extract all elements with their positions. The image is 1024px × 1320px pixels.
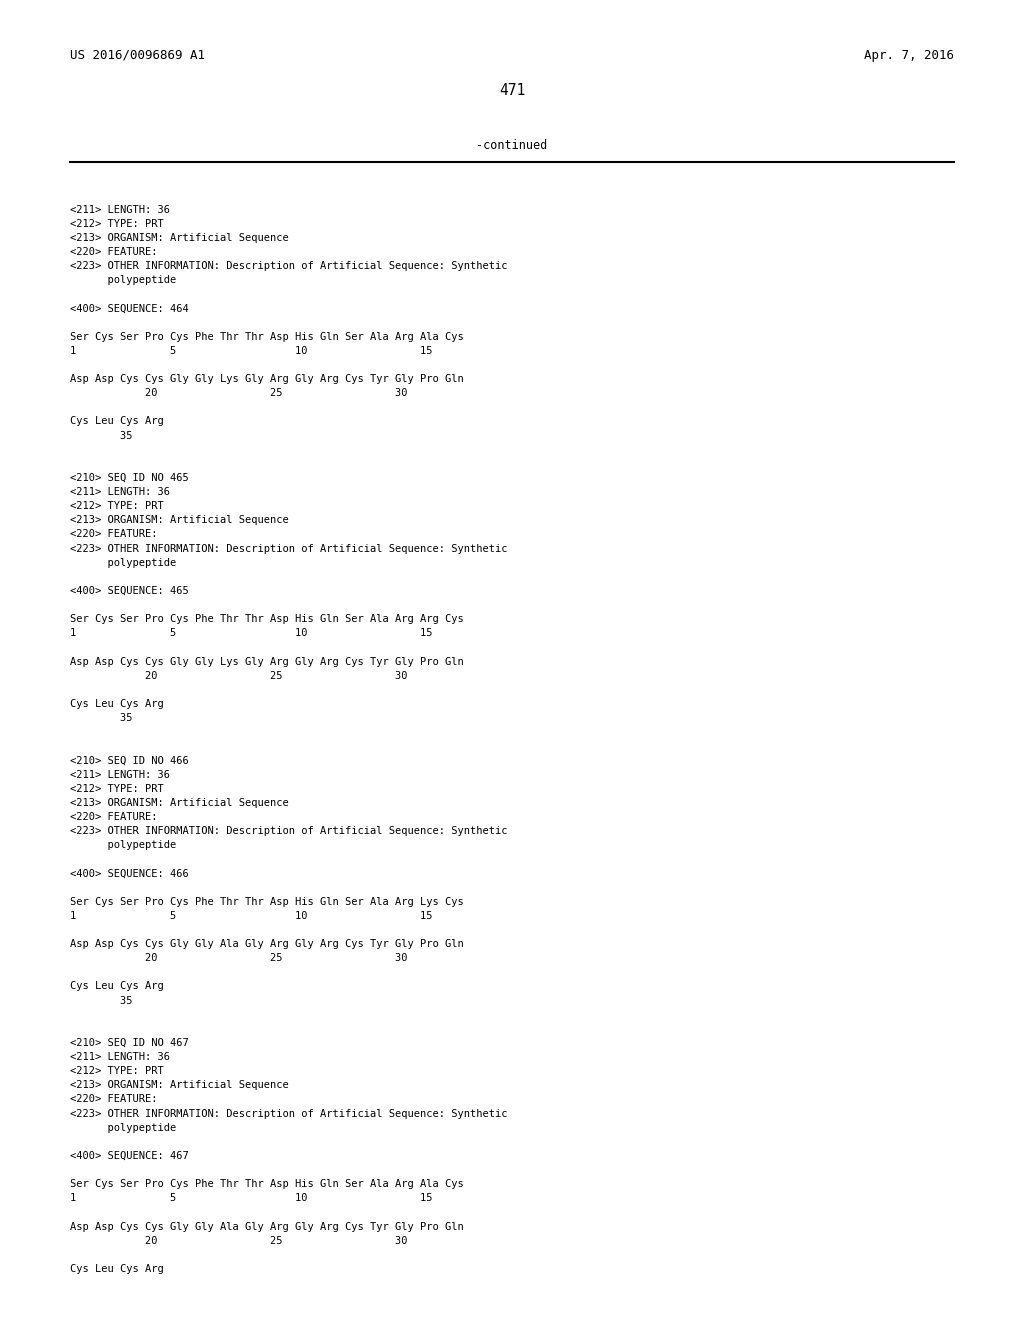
Text: <212> TYPE: PRT: <212> TYPE: PRT xyxy=(70,1067,164,1076)
Text: US 2016/0096869 A1: US 2016/0096869 A1 xyxy=(70,49,205,62)
Text: <211> LENGTH: 36: <211> LENGTH: 36 xyxy=(70,487,170,498)
Text: <210> SEQ ID NO 465: <210> SEQ ID NO 465 xyxy=(70,473,188,483)
Text: -continued: -continued xyxy=(476,139,548,152)
Text: <220> FEATURE:: <220> FEATURE: xyxy=(70,247,157,257)
Text: polypeptide: polypeptide xyxy=(70,1122,176,1133)
Text: 471: 471 xyxy=(499,83,525,98)
Text: 20                  25                  30: 20 25 30 xyxy=(70,671,408,681)
Text: <400> SEQUENCE: 466: <400> SEQUENCE: 466 xyxy=(70,869,188,878)
Text: Apr. 7, 2016: Apr. 7, 2016 xyxy=(864,49,954,62)
Text: <220> FEATURE:: <220> FEATURE: xyxy=(70,812,157,822)
Text: <211> LENGTH: 36: <211> LENGTH: 36 xyxy=(70,1052,170,1063)
Text: <212> TYPE: PRT: <212> TYPE: PRT xyxy=(70,219,164,228)
Text: 35: 35 xyxy=(70,430,132,441)
Text: 1               5                   10                  15: 1 5 10 15 xyxy=(70,628,432,639)
Text: Ser Cys Ser Pro Cys Phe Thr Thr Asp His Gln Ser Ala Arg Arg Cys: Ser Cys Ser Pro Cys Phe Thr Thr Asp His … xyxy=(70,614,464,624)
Text: Asp Asp Cys Cys Gly Gly Ala Gly Arg Gly Arg Cys Tyr Gly Pro Gln: Asp Asp Cys Cys Gly Gly Ala Gly Arg Gly … xyxy=(70,939,464,949)
Text: <223> OTHER INFORMATION: Description of Artificial Sequence: Synthetic: <223> OTHER INFORMATION: Description of … xyxy=(70,544,507,553)
Text: <223> OTHER INFORMATION: Description of Artificial Sequence: Synthetic: <223> OTHER INFORMATION: Description of … xyxy=(70,1109,507,1118)
Text: Cys Leu Cys Arg: Cys Leu Cys Arg xyxy=(70,417,164,426)
Text: Asp Asp Cys Cys Gly Gly Ala Gly Arg Gly Arg Cys Tyr Gly Pro Gln: Asp Asp Cys Cys Gly Gly Ala Gly Arg Gly … xyxy=(70,1221,464,1232)
Text: <213> ORGANISM: Artificial Sequence: <213> ORGANISM: Artificial Sequence xyxy=(70,515,289,525)
Text: <220> FEATURE:: <220> FEATURE: xyxy=(70,529,157,540)
Text: polypeptide: polypeptide xyxy=(70,276,176,285)
Text: <223> OTHER INFORMATION: Description of Artificial Sequence: Synthetic: <223> OTHER INFORMATION: Description of … xyxy=(70,261,507,271)
Text: Asp Asp Cys Cys Gly Gly Lys Gly Arg Gly Arg Cys Tyr Gly Pro Gln: Asp Asp Cys Cys Gly Gly Lys Gly Arg Gly … xyxy=(70,374,464,384)
Text: Ser Cys Ser Pro Cys Phe Thr Thr Asp His Gln Ser Ala Arg Ala Cys: Ser Cys Ser Pro Cys Phe Thr Thr Asp His … xyxy=(70,331,464,342)
Text: 1               5                   10                  15: 1 5 10 15 xyxy=(70,911,432,921)
Text: Cys Leu Cys Arg: Cys Leu Cys Arg xyxy=(70,1265,164,1274)
Text: <400> SEQUENCE: 464: <400> SEQUENCE: 464 xyxy=(70,304,188,313)
Text: 20                  25                  30: 20 25 30 xyxy=(70,1236,408,1246)
Text: Cys Leu Cys Arg: Cys Leu Cys Arg xyxy=(70,982,164,991)
Text: <220> FEATURE:: <220> FEATURE: xyxy=(70,1094,157,1105)
Text: Ser Cys Ser Pro Cys Phe Thr Thr Asp His Gln Ser Ala Arg Ala Cys: Ser Cys Ser Pro Cys Phe Thr Thr Asp His … xyxy=(70,1179,464,1189)
Text: 20                  25                  30: 20 25 30 xyxy=(70,388,408,399)
Text: Cys Leu Cys Arg: Cys Leu Cys Arg xyxy=(70,700,164,709)
Text: <400> SEQUENCE: 467: <400> SEQUENCE: 467 xyxy=(70,1151,188,1160)
Text: <213> ORGANISM: Artificial Sequence: <213> ORGANISM: Artificial Sequence xyxy=(70,232,289,243)
Text: <211> LENGTH: 36: <211> LENGTH: 36 xyxy=(70,205,170,215)
Text: 35: 35 xyxy=(70,995,132,1006)
Text: <212> TYPE: PRT: <212> TYPE: PRT xyxy=(70,502,164,511)
Text: Asp Asp Cys Cys Gly Gly Lys Gly Arg Gly Arg Cys Tyr Gly Pro Gln: Asp Asp Cys Cys Gly Gly Lys Gly Arg Gly … xyxy=(70,656,464,667)
Text: Ser Cys Ser Pro Cys Phe Thr Thr Asp His Gln Ser Ala Arg Lys Cys: Ser Cys Ser Pro Cys Phe Thr Thr Asp His … xyxy=(70,896,464,907)
Text: 35: 35 xyxy=(70,713,132,723)
Text: <210> SEQ ID NO 467: <210> SEQ ID NO 467 xyxy=(70,1038,188,1048)
Text: <213> ORGANISM: Artificial Sequence: <213> ORGANISM: Artificial Sequence xyxy=(70,1080,289,1090)
Text: <223> OTHER INFORMATION: Description of Artificial Sequence: Synthetic: <223> OTHER INFORMATION: Description of … xyxy=(70,826,507,836)
Text: 20                  25                  30: 20 25 30 xyxy=(70,953,408,964)
Text: <210> SEQ ID NO 466: <210> SEQ ID NO 466 xyxy=(70,755,188,766)
Text: 1               5                   10                  15: 1 5 10 15 xyxy=(70,346,432,356)
Text: polypeptide: polypeptide xyxy=(70,841,176,850)
Text: polypeptide: polypeptide xyxy=(70,557,176,568)
Text: <212> TYPE: PRT: <212> TYPE: PRT xyxy=(70,784,164,793)
Text: <211> LENGTH: 36: <211> LENGTH: 36 xyxy=(70,770,170,780)
Text: <213> ORGANISM: Artificial Sequence: <213> ORGANISM: Artificial Sequence xyxy=(70,797,289,808)
Text: 1               5                   10                  15: 1 5 10 15 xyxy=(70,1193,432,1204)
Text: <400> SEQUENCE: 465: <400> SEQUENCE: 465 xyxy=(70,586,188,595)
